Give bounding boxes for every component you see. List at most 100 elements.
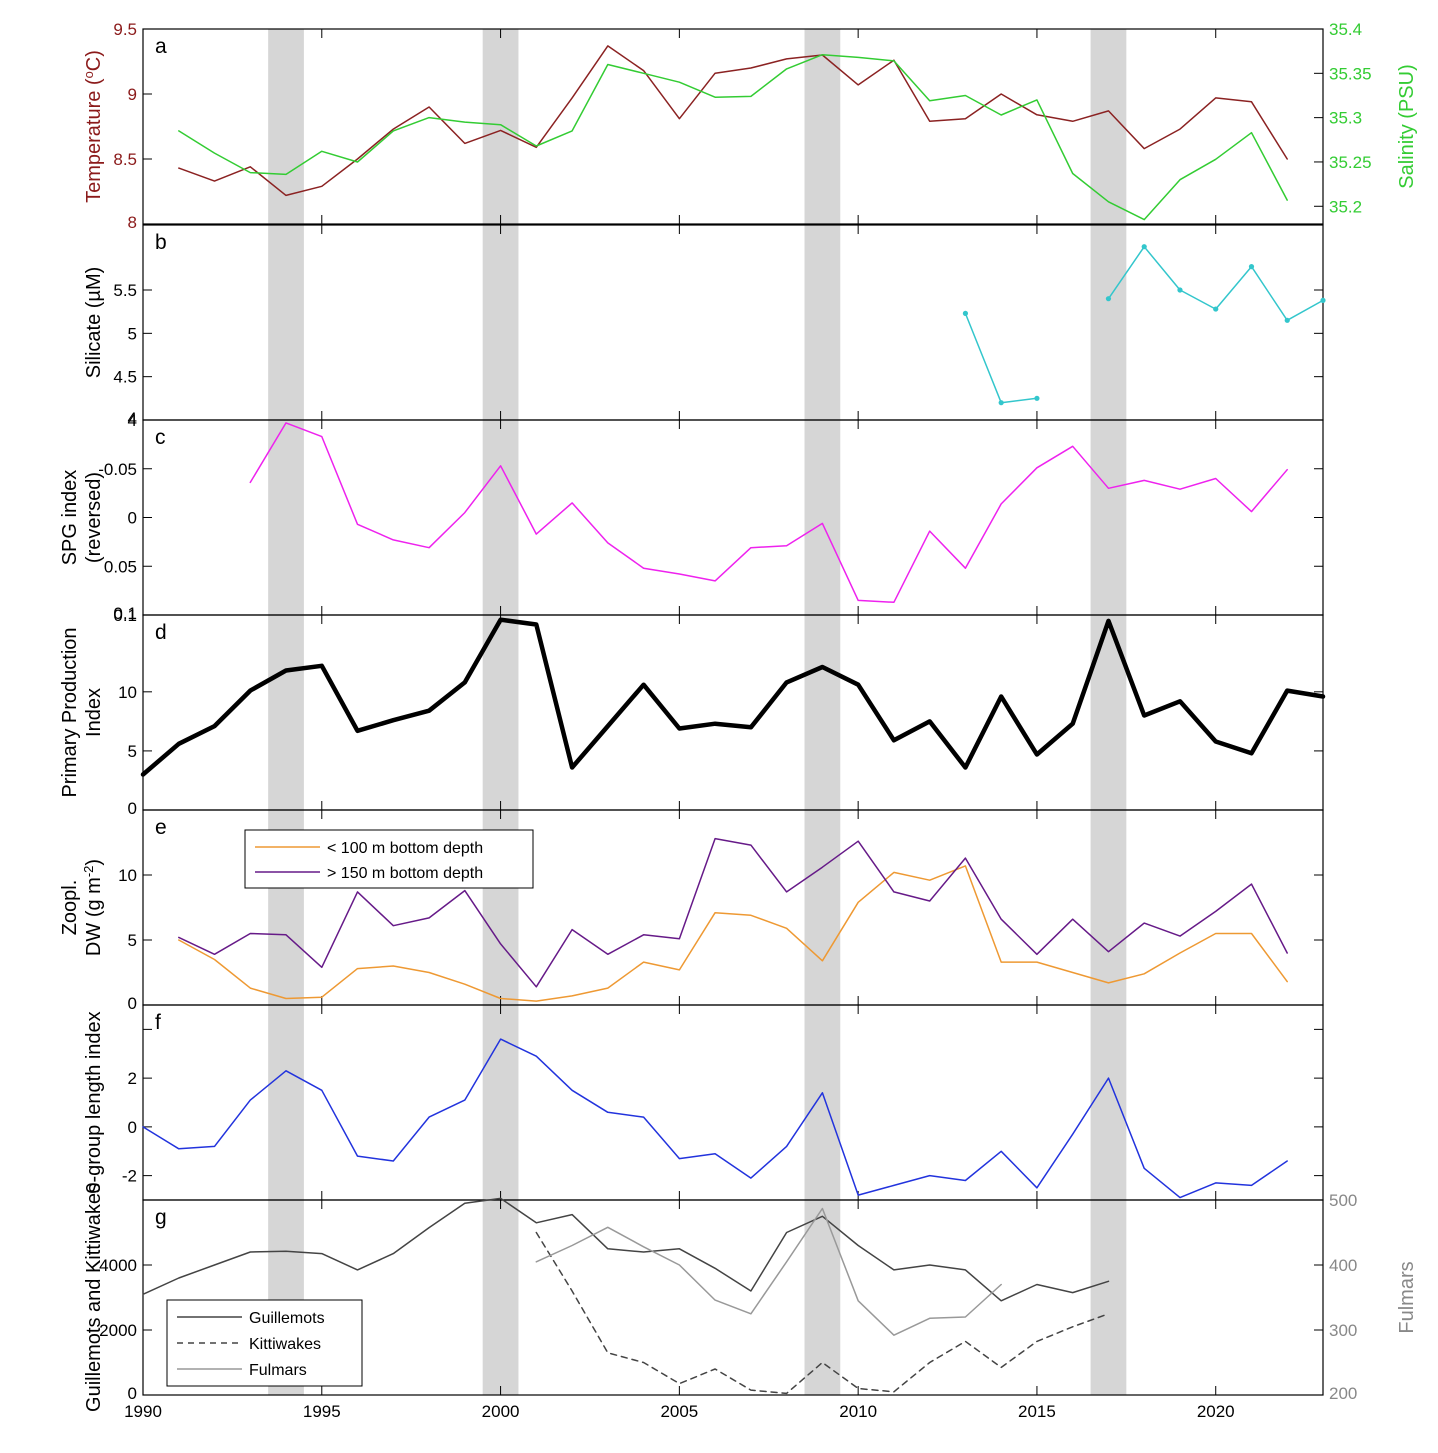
right-y-tick-label: 200	[1329, 1384, 1357, 1403]
y-tick-label: 0.1	[113, 606, 137, 625]
data-point	[998, 400, 1004, 406]
y-tick-label: 0.05	[104, 557, 137, 576]
right-y-tick-label: 35.2	[1329, 197, 1362, 216]
y-tick-label: 9.5	[113, 20, 137, 39]
y-axis-label: Primary Production	[59, 627, 81, 797]
panel-a: 8 8.5 9 9.5 35.2 35.25 35.3 35.35 35.4 Salinity (…	[81, 20, 1419, 232]
series-line-guillemots	[142, 1197, 1110, 1302]
panel-frame	[142, 224, 1324, 421]
series-line-0	[964, 312, 1038, 404]
right-y-axis-label: Salinity (PSU)	[1396, 64, 1418, 188]
data-point	[1177, 287, 1183, 293]
y-axis-label: Zoopl.	[59, 880, 81, 936]
y-axis-label: 0-group length index	[83, 1011, 105, 1193]
y-tick-label: 4.5	[113, 368, 137, 387]
y-tick-label: 10	[118, 683, 137, 702]
panel-letter: c	[155, 426, 166, 449]
series-line--100-m-bottom-depth	[178, 865, 1288, 1002]
panel-letter: b	[155, 231, 167, 254]
x-tick-label: 1990	[124, 1402, 162, 1421]
right-y-tick-label: 35.3	[1329, 109, 1362, 128]
y-tick-label: 4	[128, 411, 137, 430]
panel-e: 0 5 10 Zoopl. DW (g m-2) e < 100 m bottom dept…	[59, 809, 1324, 1013]
x-tick-label: 1995	[303, 1402, 341, 1421]
series-line-fulmars	[535, 1207, 1002, 1336]
data-point	[1320, 297, 1326, 303]
y-tick-label: 0	[128, 799, 137, 818]
data-point	[1213, 306, 1219, 312]
y-tick-label: 10	[118, 866, 137, 885]
y-tick-label: 0	[128, 509, 137, 528]
y-axis-label: SPG index	[59, 470, 81, 566]
right-y-tick-label: 35.25	[1329, 153, 1372, 172]
data-point	[1284, 317, 1290, 323]
legend: Guillemots Kittiwakes Fulmars	[166, 1299, 363, 1387]
panel-c: 4 -0.05 0 0.05 0.1 SPG index (reversed) c	[59, 411, 1324, 623]
legend-label: Fulmars	[249, 1362, 307, 1379]
shaded-band-2000	[482, 29, 519, 1395]
y-tick-label: 0	[128, 1384, 137, 1403]
series-line-1	[178, 53, 1288, 221]
data-point	[1034, 395, 1040, 401]
y-tick-label: 0	[128, 1118, 137, 1137]
panel-letter: e	[155, 816, 167, 839]
right-y-tick-label: 35.35	[1329, 64, 1372, 83]
y-tick-label: 5	[128, 742, 137, 761]
panel-letter: a	[155, 35, 167, 58]
y-axis-label: Temperature (oC)	[81, 50, 106, 203]
legend-label: Guillemots	[249, 1310, 325, 1327]
series-line-kittiwakes	[535, 1231, 1110, 1395]
panel-letter: d	[155, 621, 167, 644]
right-y-axis-label: Fulmars	[1396, 1261, 1418, 1333]
panel-frame	[142, 419, 1324, 616]
series-line--150-m-bottom-depth	[178, 837, 1288, 988]
y-tick-label: -0.05	[98, 460, 137, 479]
y-axis-label: Silicate (µM)	[83, 267, 105, 379]
right-y-tick-label: 300	[1329, 1321, 1357, 1340]
data-point	[962, 310, 969, 316]
x-tick-label: 2015	[1018, 1402, 1056, 1421]
y-tick-label: 4000	[99, 1256, 137, 1275]
y-axis-label: (reversed)	[83, 472, 105, 563]
legend-label: Kittiwakes	[249, 1336, 321, 1353]
y-axis-label: Guillemots and Kittiwakes	[83, 1183, 105, 1412]
shaded-band-2017	[1090, 29, 1127, 1395]
right-y-tick-label: 35.4	[1329, 20, 1362, 39]
y-tick-label: 8	[128, 213, 137, 232]
panel-frame	[142, 28, 1324, 225]
panel-frame	[142, 1004, 1324, 1201]
series-line-0	[178, 45, 1288, 197]
y-tick-label: 2	[128, 1069, 137, 1088]
panel-letter: g	[155, 1206, 167, 1229]
y-tick-label: 8.5	[113, 150, 137, 169]
y-axis-label: DW (g m-2)	[81, 859, 106, 956]
legend-label: < 100 m bottom depth	[327, 840, 483, 857]
y-tick-label: 5	[128, 931, 137, 950]
panel-d: 0 5 10 0.1 Primary Production Index d	[59, 606, 1326, 818]
legend-label: > 150 m bottom depth	[327, 865, 483, 882]
panel-frame	[142, 1199, 1324, 1396]
right-y-tick-label: 400	[1329, 1256, 1357, 1275]
panel-letter: f	[155, 1011, 161, 1034]
y-tick-label: 5	[128, 324, 137, 343]
panel-g: 0 2000 4000 200 300 400 500 Fulmars Guillemots a…	[83, 1183, 1418, 1412]
y-tick-label: 9	[128, 85, 137, 104]
shaded-band-2009	[804, 29, 841, 1395]
y-tick-label: 2000	[99, 1321, 137, 1340]
y-axis-label: Index	[83, 688, 105, 737]
series-line-0	[140, 617, 1326, 777]
y-tick-label: 5.5	[113, 281, 137, 300]
x-tick-label: 2000	[482, 1402, 520, 1421]
data-point	[1248, 264, 1255, 270]
y-tick-label: 0	[128, 994, 137, 1013]
right-y-tick-label: 500	[1329, 1191, 1357, 1210]
series-line-0	[249, 422, 1288, 604]
series-line-0	[142, 1038, 1288, 1199]
x-tick-label: 2010	[839, 1402, 877, 1421]
shaded-band-1994	[268, 29, 304, 1395]
y-tick-label: -2	[122, 1167, 137, 1186]
y-tick-label: 0.1	[113, 604, 137, 623]
x-tick-label: 2005	[660, 1402, 698, 1421]
legend: < 100 m bottom depth > 150 m bottom depth	[244, 829, 534, 889]
